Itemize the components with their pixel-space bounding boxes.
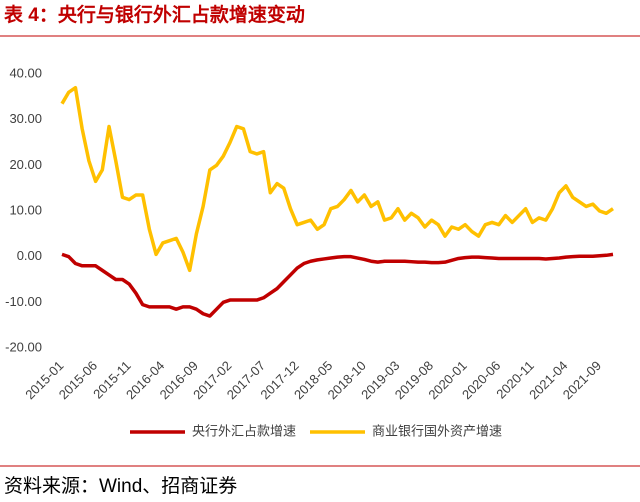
legend-label: 央行外汇占款增速	[192, 423, 296, 438]
series-line	[60, 85, 614, 273]
y-tick-label: 40.00	[9, 65, 42, 80]
chart-title: 表 4：央行与银行外汇占款增速变动	[4, 3, 305, 26]
y-tick-label: 30.00	[9, 111, 42, 126]
y-tick-label: -20.00	[5, 339, 42, 354]
y-tick-label: 20.00	[9, 157, 42, 172]
y-tick-label: 0.00	[17, 248, 42, 263]
legend-label: 商业银行国外资产增速	[372, 423, 502, 438]
source: 资料来源：Wind、招商证券	[4, 475, 237, 497]
series-line	[61, 252, 614, 318]
y-tick-label: 10.00	[9, 202, 42, 217]
y-tick-label: -10.00	[5, 294, 42, 309]
